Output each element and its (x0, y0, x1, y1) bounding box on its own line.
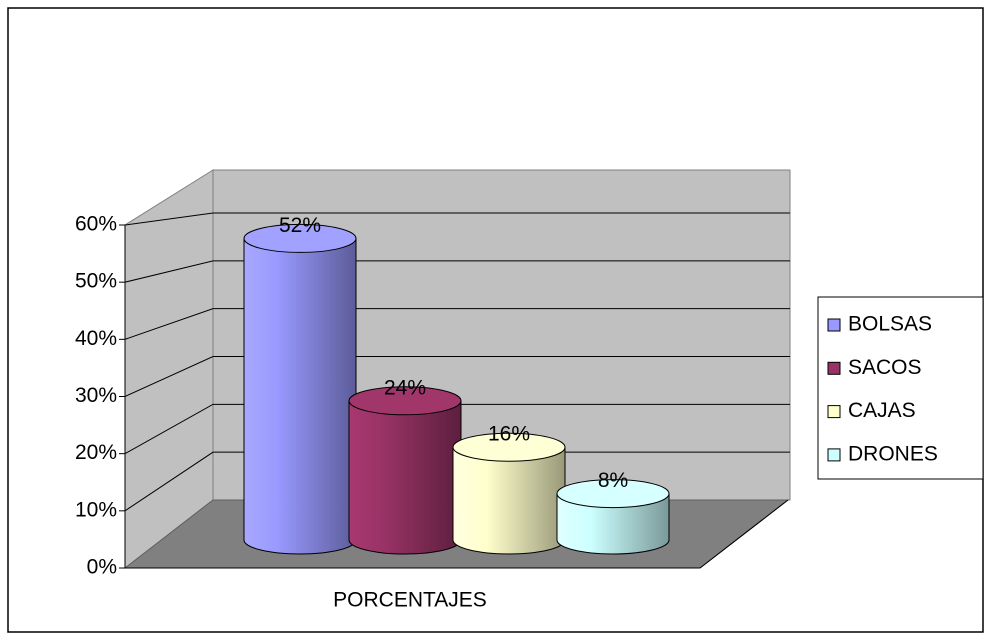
value-label: 24% (384, 376, 426, 399)
value-label: 8% (598, 469, 628, 492)
grid-line (124, 356, 790, 397)
side-wall (124, 169, 214, 570)
legend-swatch (827, 361, 841, 375)
cylinder-top (452, 432, 566, 462)
grid-line (124, 451, 790, 512)
value-label: 52% (279, 214, 321, 237)
y-tick-label: 60% (75, 213, 117, 236)
legend-swatch (827, 448, 841, 462)
y-tick-label: 40% (75, 327, 117, 350)
cylinder-top (243, 223, 357, 253)
grid-line (124, 308, 790, 340)
cylinder-top (348, 386, 462, 416)
legend-box (817, 296, 984, 480)
legend-label: SACOS (848, 356, 922, 379)
floor-edge (699, 499, 789, 569)
legend-label: BOLSAS (848, 313, 932, 336)
grid-line (124, 403, 790, 455)
cylinder (452, 446, 566, 555)
x-category-label: PORCENTAJES (333, 589, 487, 612)
y-tick-label: 50% (75, 270, 117, 293)
y-tick-label: 30% (75, 384, 117, 407)
y-tick-label: 0% (87, 556, 117, 579)
y-tick-label: 10% (75, 498, 117, 521)
value-label: 16% (488, 423, 530, 446)
grid-line (124, 212, 790, 226)
legend-label: CAJAS (848, 399, 916, 422)
grid-line (124, 260, 790, 283)
cylinder (348, 400, 462, 555)
cylinder-top (556, 479, 670, 509)
legend-label: DRONES (848, 442, 938, 465)
cylinder (243, 237, 357, 555)
y-tick-label: 20% (75, 441, 117, 464)
legend-swatch (827, 318, 841, 332)
cylinder (556, 493, 670, 555)
legend-swatch (827, 405, 841, 419)
